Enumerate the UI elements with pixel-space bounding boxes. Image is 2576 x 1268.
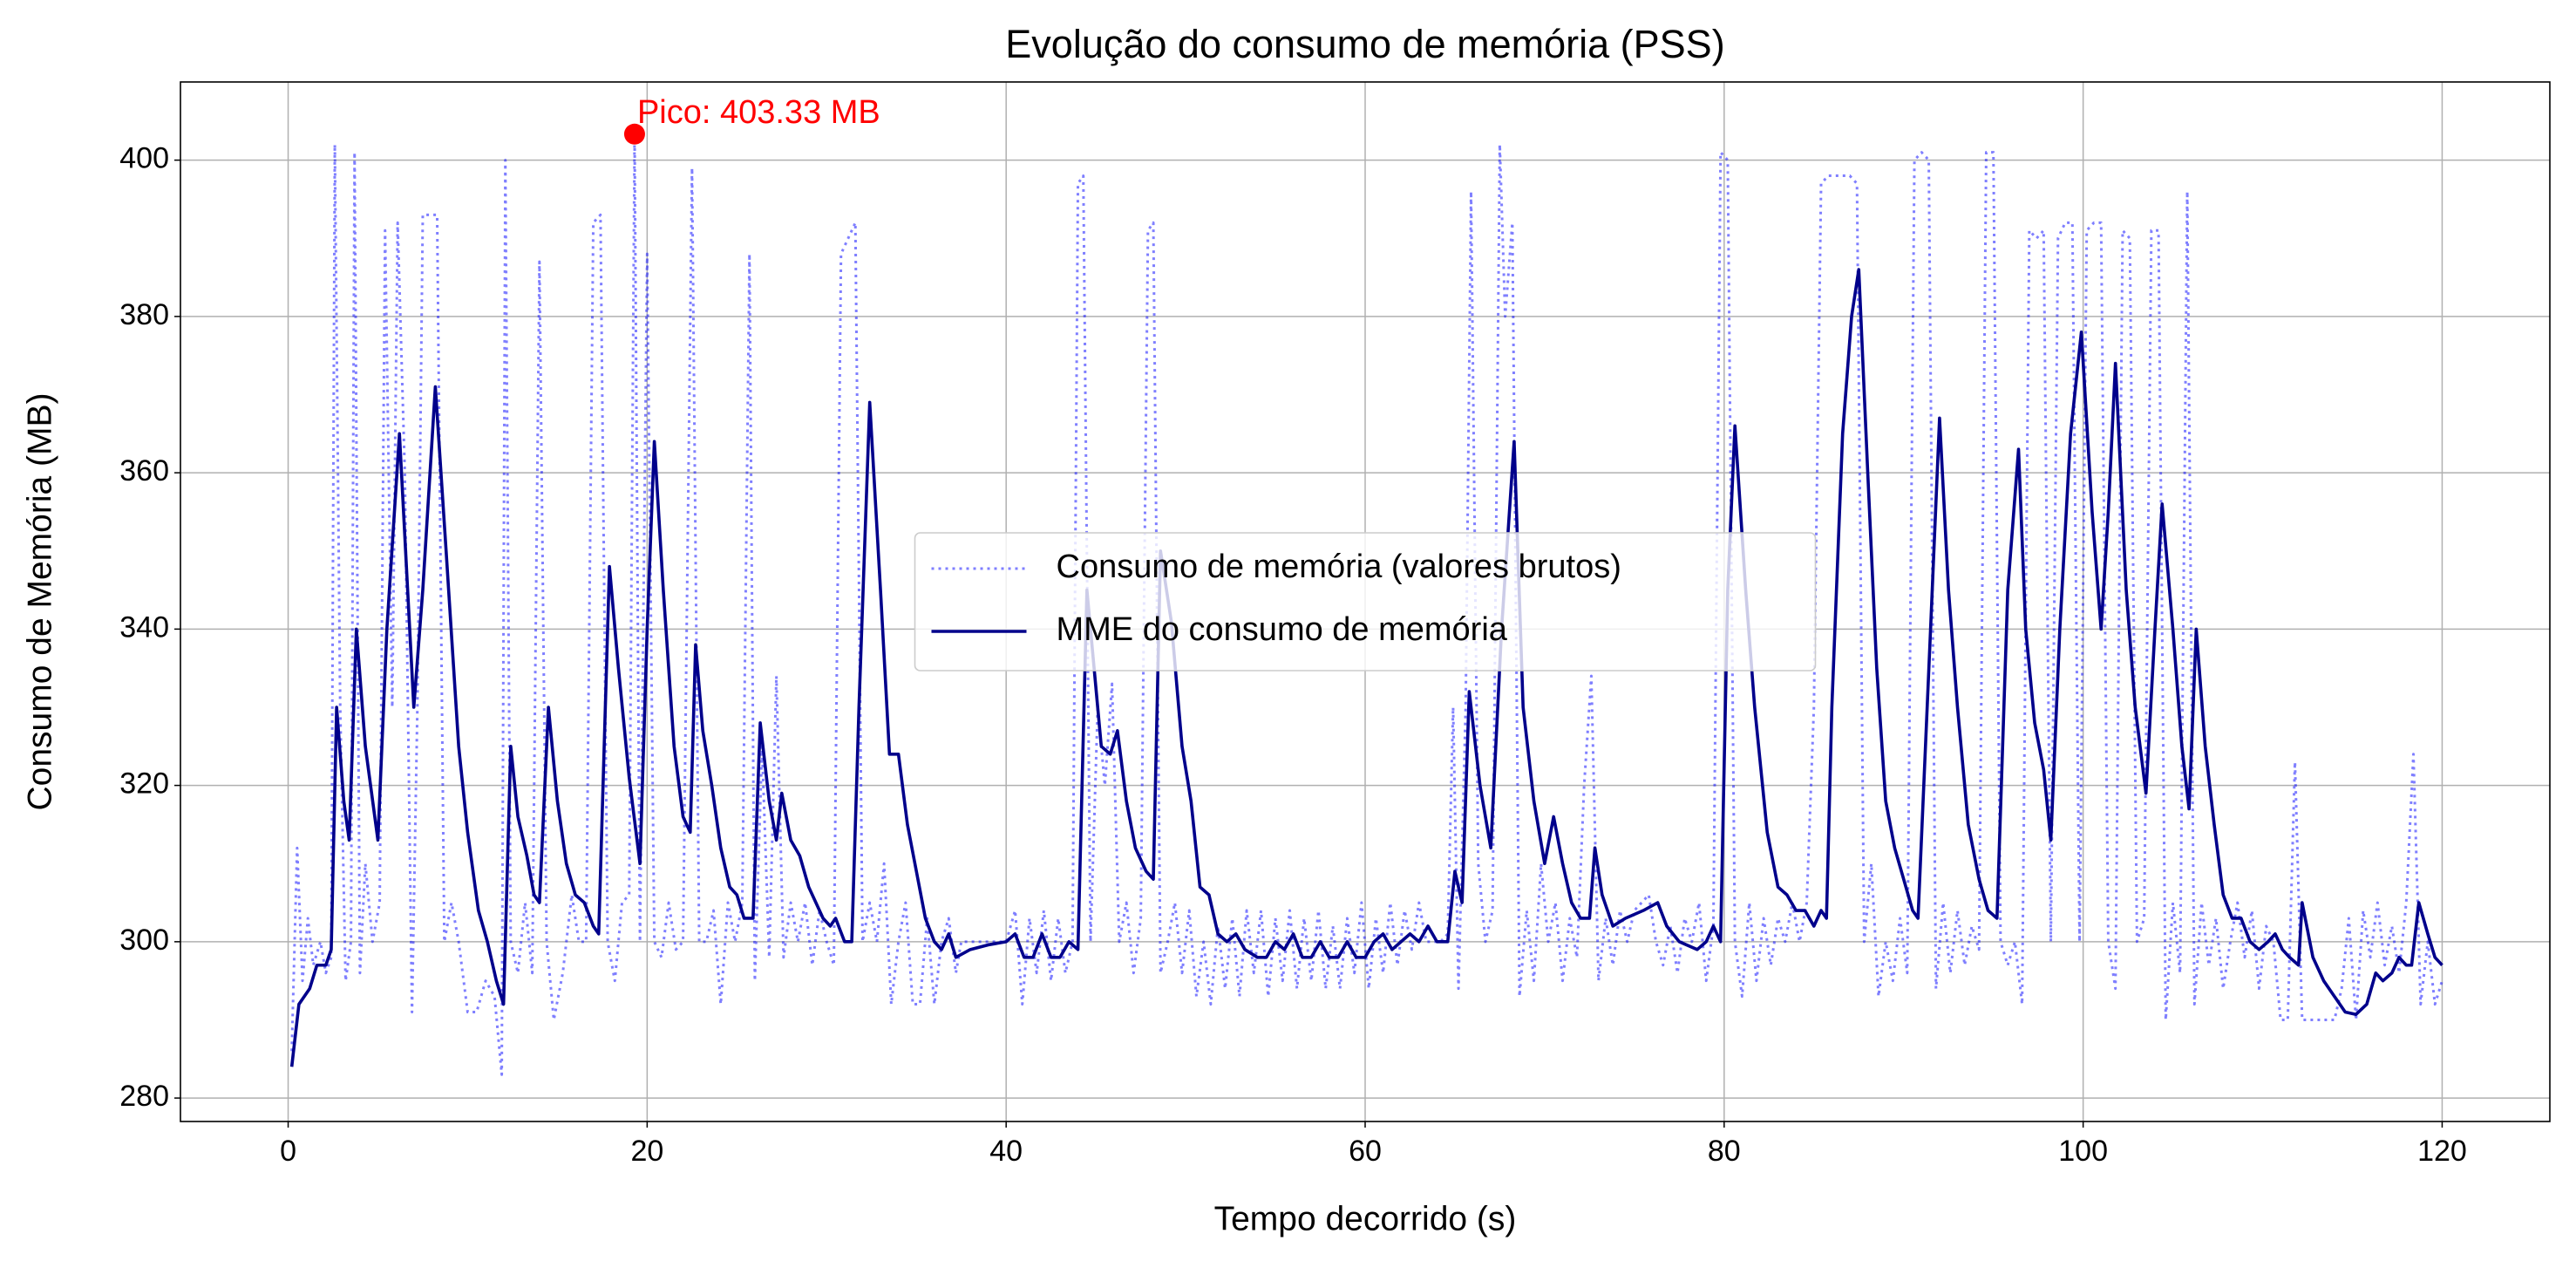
x-tick-label: 60 bbox=[1349, 1135, 1382, 1168]
x-tick-label: 100 bbox=[2058, 1135, 2108, 1168]
legend-box bbox=[914, 532, 1817, 671]
y-tick-label: 360 bbox=[119, 454, 169, 487]
y-tick-label: 340 bbox=[119, 610, 169, 644]
peak-label: Pico: 403.33 MB bbox=[637, 94, 880, 131]
y-tick-label: 300 bbox=[119, 924, 169, 957]
y-tick-label: 320 bbox=[119, 767, 169, 801]
series-line bbox=[290, 133, 2443, 1076]
y-tick-label: 280 bbox=[119, 1080, 169, 1113]
legend-label: Consumo de memória (valores brutos) bbox=[1057, 549, 1621, 585]
series-line bbox=[289, 268, 2443, 1067]
x-tick-label: 80 bbox=[1708, 1135, 1741, 1168]
x-axis-label: Tempo decorrido (s) bbox=[1214, 1200, 1517, 1237]
peak-marker bbox=[623, 123, 645, 145]
y-tick-label: 380 bbox=[119, 298, 169, 331]
legend-label: MME do consumo de memória bbox=[1057, 611, 1508, 648]
x-tick-label: 40 bbox=[989, 1135, 1023, 1168]
x-tick-label: 20 bbox=[630, 1135, 663, 1168]
legend: Consumo de memória (valores brutos) MME d… bbox=[914, 532, 1817, 671]
y-axis-label: Consumo de Memória (MB) bbox=[21, 393, 58, 811]
axes-frame bbox=[180, 81, 2551, 1122]
plot-area bbox=[289, 133, 2443, 1076]
chart-title: Evolução do consumo de memória (PSS) bbox=[1005, 22, 1724, 66]
y-tick-label: 400 bbox=[119, 142, 169, 175]
x-tick-label: 0 bbox=[280, 1135, 296, 1168]
x-tick-label: 120 bbox=[2417, 1135, 2467, 1168]
